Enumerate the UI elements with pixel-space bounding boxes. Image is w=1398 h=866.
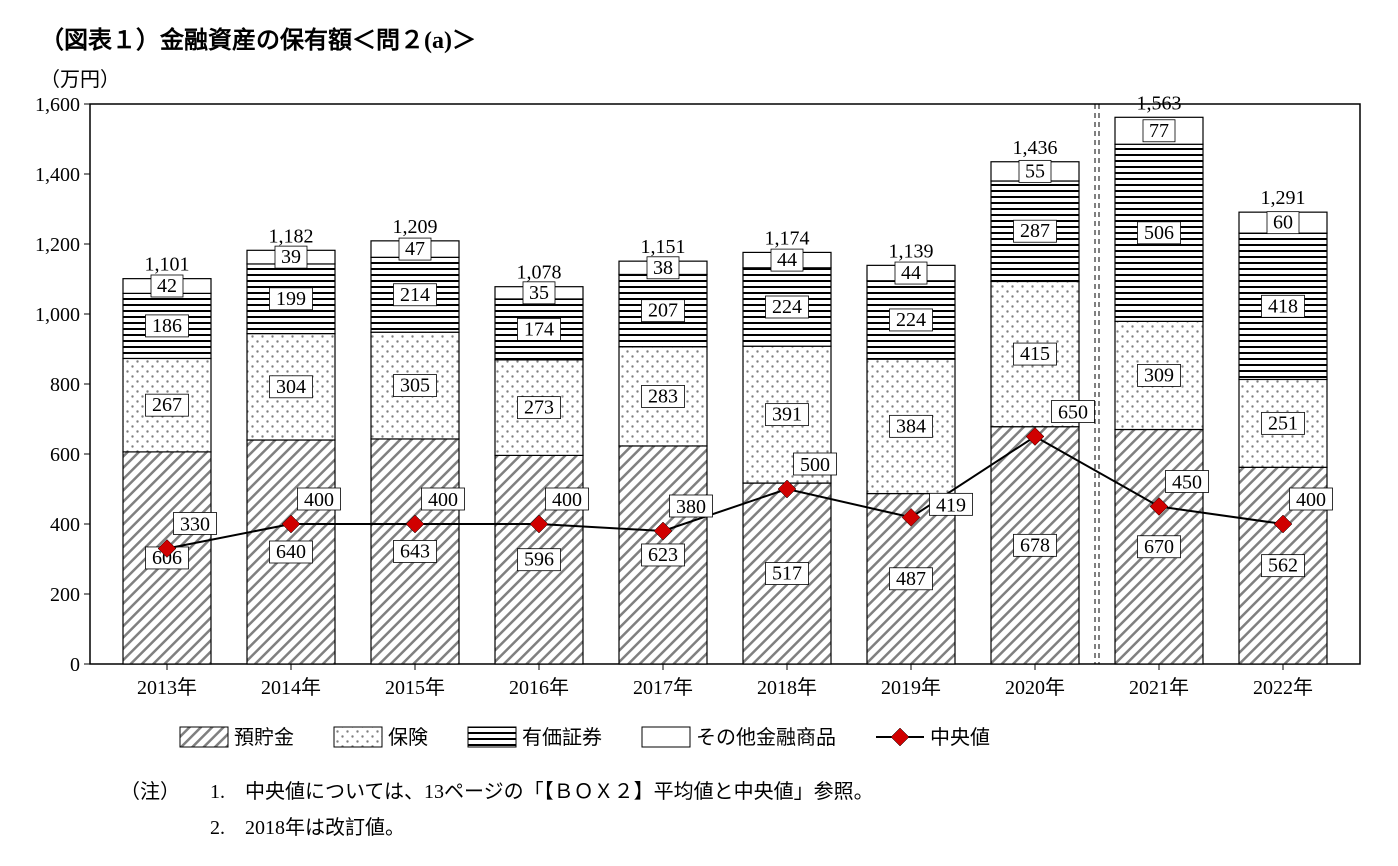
segment-value: 39 [281, 246, 301, 268]
segment-value: 42 [157, 275, 177, 297]
chart-svg: 0 200 400 600 800 1,000 1,200 1,400 1,600 2013年 60… [20, 94, 1380, 714]
segment-value: 305 [400, 375, 430, 397]
segment-value: 174 [524, 318, 554, 340]
legend-label: 中央値 [930, 726, 990, 749]
median-value-label: 400 [552, 489, 582, 511]
y-tick-label: 200 [50, 584, 80, 606]
x-tick-label: 2015年 [385, 676, 445, 699]
segment-value: 418 [1268, 295, 1298, 317]
bar-total-label: 1,078 [517, 262, 562, 284]
legend-label: その他金融商品 [696, 726, 836, 749]
x-tick-label: 2016年 [509, 676, 569, 699]
note-1: 1. 中央値については、13ページの「【ＢＯＸ２】平均値と中央値」参照。 [210, 774, 874, 810]
legend-swatch [180, 727, 228, 747]
segment-value: 304 [276, 376, 306, 398]
bar-total-label: 1,209 [393, 216, 438, 238]
bar-total-label: 1,174 [765, 227, 810, 249]
bar-total-label: 1,139 [889, 240, 934, 262]
segment-value: 224 [772, 296, 802, 318]
segment-value: 562 [1268, 555, 1298, 577]
x-tick-label: 2019年 [881, 676, 941, 699]
x-tick-label: 2020年 [1005, 676, 1065, 699]
segment-value: 309 [1144, 364, 1174, 386]
bar-total-label: 1,151 [641, 236, 686, 258]
segment-value: 251 [1268, 412, 1298, 434]
segment-value: 670 [1144, 536, 1174, 558]
legend-label: 有価証券 [522, 726, 602, 749]
bar-total-label: 1,436 [1013, 137, 1058, 159]
segment-value: 596 [524, 549, 554, 571]
y-tick-label: 800 [50, 374, 80, 396]
segment-value: 186 [152, 315, 182, 337]
legend-swatch [642, 727, 690, 747]
y-tick-label: 1,200 [35, 234, 80, 256]
segment-value: 224 [896, 309, 926, 331]
legend-label: 保険 [388, 726, 428, 749]
median-value-label: 450 [1172, 472, 1202, 494]
y-tick-label: 0 [70, 654, 80, 676]
y-tick-label: 400 [50, 514, 80, 536]
x-tick-label: 2021年 [1129, 676, 1189, 699]
legend-svg: 預貯金 保険 有価証券 その他金融商品 中央値 [20, 714, 1380, 764]
legend-label: 預貯金 [234, 726, 294, 749]
segment-value: 640 [276, 541, 306, 563]
x-tick-label: 2013年 [137, 676, 197, 699]
median-value-label: 400 [428, 489, 458, 511]
segment-value: 214 [400, 284, 430, 306]
segment-value: 487 [896, 568, 926, 590]
segment-value: 384 [896, 415, 926, 437]
median-value-label: 419 [936, 494, 966, 516]
segment-value: 55 [1025, 160, 1045, 182]
segment-value: 60 [1273, 212, 1293, 234]
segment-value: 77 [1149, 120, 1169, 142]
note-2: 2. 2018年は改訂値。 [210, 810, 405, 846]
median-value-label: 500 [800, 454, 830, 476]
chart-title: （図表１）金融資産の保有額＜問２(a)＞ [20, 20, 1378, 55]
median-value-label: 650 [1058, 402, 1088, 424]
segment-value: 44 [901, 262, 921, 284]
median-value-label: 400 [304, 489, 334, 511]
bar-total-label: 1,101 [145, 254, 190, 276]
y-tick-label: 1,600 [35, 94, 80, 116]
segment-value: 517 [772, 563, 802, 585]
segment-value: 199 [276, 288, 306, 310]
median-value-label: 400 [1296, 489, 1326, 511]
y-tick-label: 1,000 [35, 304, 80, 326]
segment-value: 623 [648, 544, 678, 566]
segment-value: 391 [772, 404, 802, 426]
segment-value: 38 [653, 257, 673, 279]
segment-value: 44 [777, 249, 797, 271]
bar-total-label: 1,182 [269, 225, 314, 247]
segment-value: 47 [405, 238, 425, 260]
segment-value: 678 [1020, 534, 1050, 556]
segment-value: 273 [524, 397, 554, 419]
x-tick-label: 2022年 [1253, 676, 1313, 699]
median-value-label: 330 [180, 514, 210, 536]
segment-value: 35 [529, 282, 549, 304]
segment-value: 283 [648, 385, 678, 407]
chart-container: （図表１）金融資産の保有額＜問２(a)＞ （万円） 0 200 400 600 800 1… [20, 20, 1378, 846]
notes-prefix: （注） [120, 774, 210, 810]
segment-value: 287 [1020, 220, 1050, 242]
bar-total-label: 1,563 [1137, 94, 1182, 114]
median-value-label: 380 [676, 496, 706, 518]
x-tick-label: 2018年 [757, 676, 817, 699]
x-tick-label: 2014年 [261, 676, 321, 699]
segment-value: 415 [1020, 343, 1050, 365]
chart-notes: （注） 1. 中央値については、13ページの「【ＢＯＸ２】平均値と中央値」参照。… [20, 774, 1378, 846]
y-axis-unit: （万円） [20, 63, 1378, 92]
legend-swatch [468, 727, 516, 747]
segment-value: 643 [400, 540, 430, 562]
y-tick-label: 600 [50, 444, 80, 466]
segment-value: 267 [152, 394, 182, 416]
bar-total-label: 1,291 [1261, 187, 1306, 209]
legend-swatch [334, 727, 382, 747]
segment-value: 506 [1144, 222, 1174, 244]
x-tick-label: 2017年 [633, 676, 693, 699]
segment-value: 207 [648, 300, 678, 322]
y-tick-label: 1,400 [35, 164, 80, 186]
legend-marker [891, 728, 909, 746]
